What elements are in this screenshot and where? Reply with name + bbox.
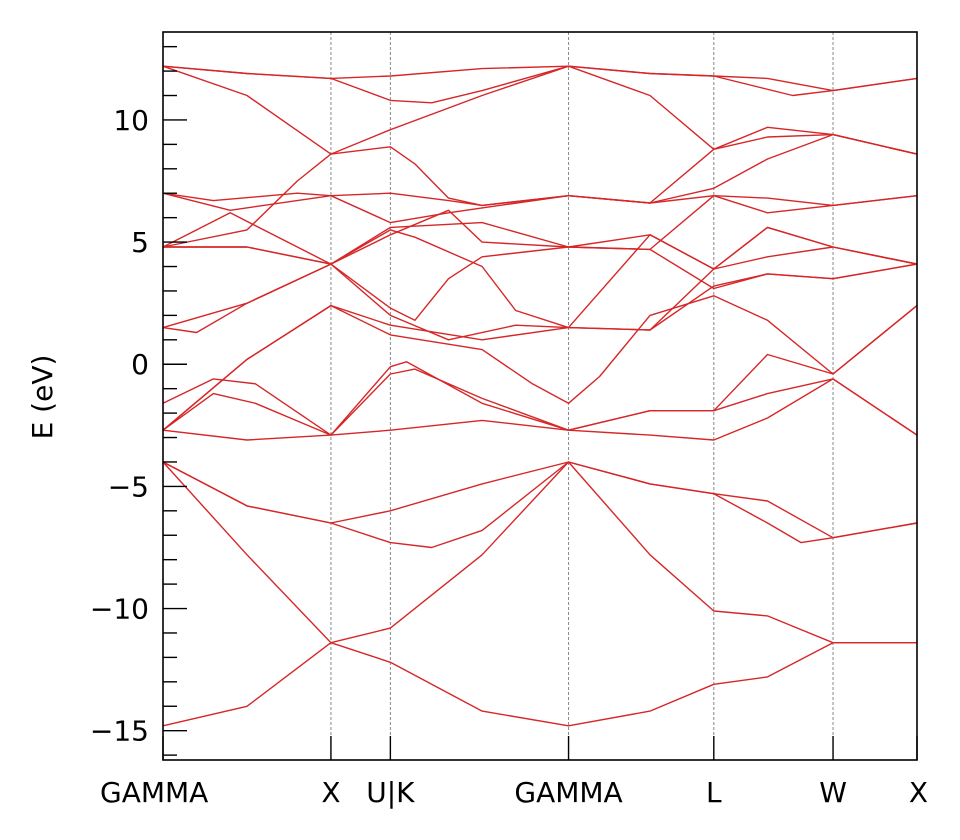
band-1 (162, 642, 917, 727)
band-12 (163, 226, 918, 329)
y-axis-ticks: −15 −10 −5 0 5 10 (90, 45, 187, 756)
y-tick-label: −15 (90, 715, 149, 748)
band-20 (162, 65, 918, 92)
band-17 (162, 133, 918, 248)
band-lines (162, 65, 918, 727)
y-tick-label: −10 (90, 593, 149, 626)
y-tick-label: −5 (108, 470, 149, 503)
y-tick-label: 10 (113, 104, 149, 137)
band-14 (162, 195, 918, 265)
x-tick-label: U|K (366, 776, 415, 809)
band-7 (162, 305, 918, 436)
band-15 (162, 192, 918, 224)
band-18 (162, 65, 918, 155)
y-tick-label: 5 (131, 226, 149, 259)
x-tick-label: X (909, 776, 928, 809)
band-8 (162, 295, 918, 431)
x-tick-label: X (321, 776, 340, 809)
band-4 (162, 461, 918, 549)
band-16 (162, 133, 918, 207)
x-tick-label: GAMMA (100, 776, 208, 809)
band-3 (162, 461, 918, 539)
y-axis-title: E (eV) (26, 355, 59, 440)
y-tick-label: 0 (131, 348, 149, 381)
band-11 (162, 246, 918, 341)
x-axis-ticks: GAMMA X U|K GAMMA L W X (100, 736, 928, 809)
x-tick-label: W (819, 776, 847, 809)
x-tick-label: GAMMA (514, 776, 622, 809)
band-6 (162, 361, 918, 436)
x-tick-label: L (706, 776, 722, 809)
band-2 (162, 461, 917, 644)
plot-frame (162, 31, 918, 761)
